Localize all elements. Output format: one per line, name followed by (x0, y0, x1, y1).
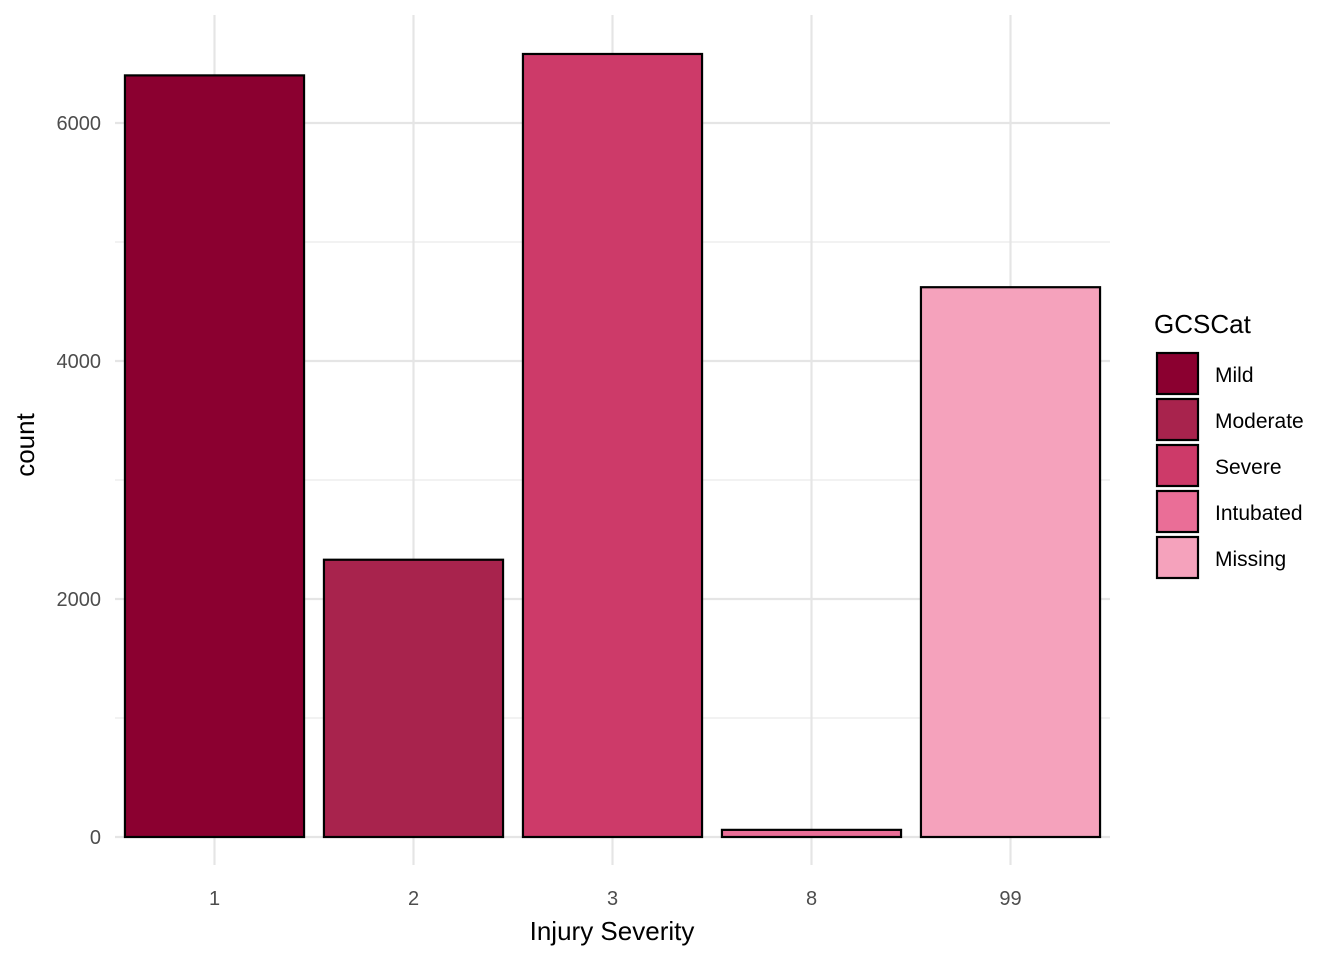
bar-1 (123, 74, 306, 839)
legend-label: Mild (1215, 364, 1254, 387)
x-tick-label: 2 (408, 888, 419, 910)
x-tick-label: 3 (607, 888, 618, 910)
bar-2 (322, 558, 505, 839)
legend-title: GCSCat (1154, 309, 1252, 339)
x-tick-label: 1 (209, 888, 220, 910)
y-tick-label: 2000 (57, 589, 102, 611)
y-axis-ticks: 0 2000 4000 6000 (57, 113, 102, 849)
y-tick-label: 0 (90, 827, 101, 849)
bars (123, 52, 1102, 839)
y-axis-title: count (10, 412, 40, 476)
legend-swatch (1155, 535, 1200, 580)
legend-label: Missing (1215, 548, 1286, 571)
legend-label: Severe (1215, 456, 1282, 479)
legend-label: Intubated (1215, 502, 1303, 525)
x-tick-label: 8 (806, 888, 817, 910)
x-axis-title: Injury Severity (530, 916, 695, 946)
bar-99 (919, 286, 1102, 839)
bar-3 (521, 52, 704, 839)
x-axis-ticks: 1 2 3 8 99 (209, 888, 1022, 910)
bar-8 (720, 828, 903, 839)
legend-swatch (1155, 489, 1200, 534)
x-tick-label: 99 (999, 888, 1021, 910)
legend: GCSCat Mild Moderate Severe Intubated Missin… (1154, 309, 1304, 580)
legend-swatch (1155, 443, 1200, 488)
legend-label: Moderate (1215, 410, 1304, 433)
y-tick-label: 6000 (57, 113, 102, 135)
legend-swatch (1155, 397, 1200, 442)
legend-swatch (1155, 351, 1200, 396)
y-tick-label: 4000 (57, 351, 102, 373)
